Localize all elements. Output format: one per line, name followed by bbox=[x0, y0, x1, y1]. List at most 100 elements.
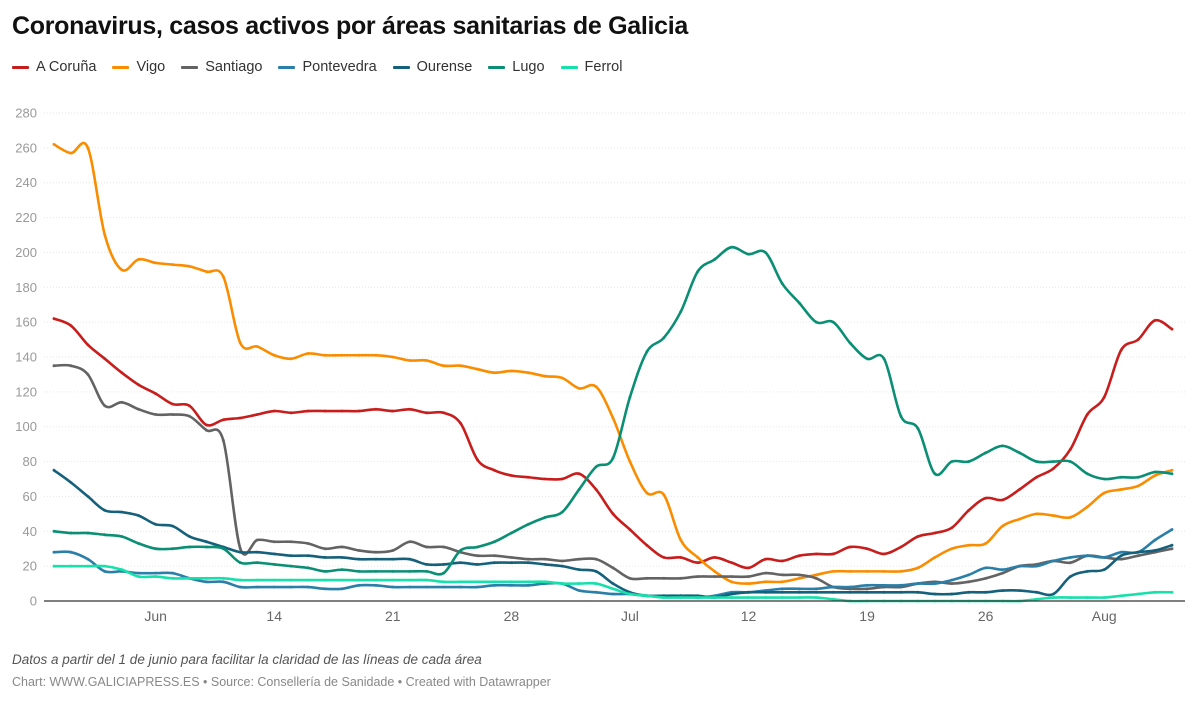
series-line bbox=[52, 317, 1174, 570]
data-point bbox=[1051, 466, 1056, 471]
data-point bbox=[103, 404, 107, 408]
data-point bbox=[289, 540, 293, 544]
data-point bbox=[255, 538, 259, 542]
data-point bbox=[204, 580, 209, 584]
data-point bbox=[526, 583, 530, 587]
data-point bbox=[916, 534, 920, 539]
data-point bbox=[86, 343, 90, 347]
data-point bbox=[509, 531, 513, 535]
data-point bbox=[916, 566, 920, 570]
data-point bbox=[1085, 505, 1089, 509]
data-point bbox=[391, 355, 395, 359]
legend-item: Pontevedra bbox=[278, 59, 377, 75]
data-point bbox=[374, 578, 378, 582]
data-point bbox=[780, 282, 784, 286]
data-point bbox=[442, 580, 446, 584]
data-point bbox=[1001, 571, 1005, 575]
data-point bbox=[509, 561, 513, 565]
data-point bbox=[899, 414, 903, 418]
data-point bbox=[492, 554, 497, 558]
data-point bbox=[170, 402, 175, 406]
legend-swatch bbox=[12, 65, 29, 69]
data-point bbox=[1170, 327, 1174, 331]
data-point bbox=[984, 576, 988, 580]
data-point bbox=[1085, 412, 1089, 417]
data-point bbox=[306, 554, 310, 558]
data-point bbox=[137, 514, 141, 518]
data-point bbox=[645, 350, 649, 354]
data-point bbox=[154, 522, 158, 526]
y-tick-label: 140 bbox=[15, 350, 37, 365]
data-point bbox=[628, 395, 632, 399]
data-point bbox=[577, 487, 581, 492]
data-point bbox=[1034, 512, 1039, 516]
data-point bbox=[408, 569, 412, 573]
data-point bbox=[1017, 487, 1022, 492]
data-point bbox=[1017, 517, 1022, 521]
data-point bbox=[306, 409, 310, 413]
data-point bbox=[509, 583, 513, 587]
x-tick-label: 21 bbox=[385, 608, 401, 624]
data-point bbox=[492, 371, 497, 375]
data-point bbox=[52, 317, 56, 321]
legend-label: Ourense bbox=[416, 59, 473, 75]
data-point bbox=[442, 411, 446, 415]
data-point bbox=[526, 557, 530, 561]
data-point bbox=[340, 578, 344, 582]
data-point bbox=[1051, 595, 1056, 600]
data-point bbox=[425, 585, 429, 589]
chart-credits: Chart: WWW.GALICIAPRESS.ES • Source: Con… bbox=[12, 675, 551, 689]
data-point bbox=[357, 409, 361, 413]
series-lines bbox=[52, 141, 1174, 603]
data-point bbox=[221, 580, 225, 584]
data-point bbox=[1068, 515, 1072, 519]
data-point bbox=[933, 555, 937, 560]
y-tick-label: 160 bbox=[15, 315, 37, 330]
data-point bbox=[628, 527, 632, 532]
data-point bbox=[103, 357, 107, 361]
data-point bbox=[154, 392, 158, 396]
data-point bbox=[1119, 557, 1123, 561]
data-point bbox=[984, 590, 988, 594]
data-point bbox=[323, 569, 327, 573]
data-point bbox=[560, 510, 564, 514]
data-point bbox=[187, 576, 192, 580]
data-point bbox=[69, 151, 73, 155]
data-point bbox=[425, 578, 429, 582]
data-point bbox=[323, 587, 327, 591]
data-point bbox=[933, 472, 937, 476]
x-tick-label: Jun bbox=[144, 608, 167, 624]
data-point bbox=[1119, 554, 1123, 558]
data-point bbox=[594, 487, 598, 492]
data-point bbox=[967, 459, 971, 464]
data-point bbox=[611, 581, 615, 586]
data-point bbox=[933, 592, 937, 596]
data-point bbox=[137, 407, 141, 411]
legend-label: Santiago bbox=[205, 59, 263, 75]
data-point bbox=[933, 531, 937, 535]
data-point bbox=[289, 554, 293, 558]
data-point bbox=[509, 369, 513, 373]
series-ourense bbox=[52, 468, 1174, 600]
data-point bbox=[458, 561, 463, 565]
data-point bbox=[1085, 595, 1089, 600]
data-point bbox=[187, 545, 192, 549]
legend-label: Ferrol bbox=[584, 59, 623, 75]
data-point bbox=[984, 451, 988, 455]
data-point bbox=[645, 594, 649, 598]
data-point bbox=[933, 581, 937, 586]
data-point bbox=[1068, 555, 1072, 560]
data-point bbox=[272, 585, 276, 589]
data-point bbox=[848, 585, 852, 589]
data-point bbox=[763, 580, 768, 584]
data-point bbox=[1102, 595, 1106, 600]
data-point bbox=[1051, 559, 1056, 563]
data-point bbox=[340, 545, 344, 549]
data-point bbox=[120, 400, 124, 404]
data-point bbox=[221, 418, 225, 422]
data-point bbox=[814, 552, 818, 556]
x-tick-label: 26 bbox=[978, 608, 994, 624]
data-point bbox=[882, 569, 886, 573]
data-point bbox=[238, 416, 242, 420]
data-point bbox=[187, 404, 192, 408]
